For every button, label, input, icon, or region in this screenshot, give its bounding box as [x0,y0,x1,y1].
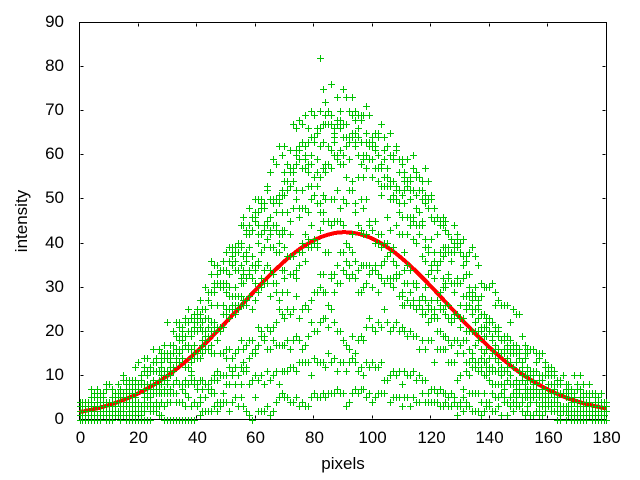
svg-text:90: 90 [45,12,64,31]
svg-text:40: 40 [45,233,64,252]
svg-text:20: 20 [129,428,148,447]
svg-text:0: 0 [55,409,64,428]
svg-text:80: 80 [45,56,64,75]
svg-text:60: 60 [45,144,64,163]
svg-text:40: 40 [188,428,207,447]
svg-text:60: 60 [246,428,265,447]
svg-text:20: 20 [45,321,64,340]
svg-text:30: 30 [45,277,64,296]
svg-text:10: 10 [45,365,64,384]
svg-text:0: 0 [76,428,85,447]
svg-text:intensity: intensity [12,189,31,252]
svg-text:100: 100 [358,428,386,447]
svg-text:80: 80 [305,428,324,447]
svg-text:160: 160 [534,428,562,447]
svg-text:120: 120 [417,428,445,447]
svg-text:pixels: pixels [321,454,364,473]
svg-text:70: 70 [45,100,64,119]
svg-text:180: 180 [592,428,620,447]
svg-text:140: 140 [475,428,503,447]
svg-text:50: 50 [45,188,64,207]
